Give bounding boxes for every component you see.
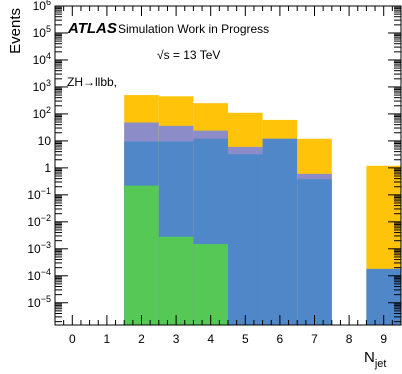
x-tick-label: 6 [277,332,284,346]
x-tick-label: 3 [173,332,180,346]
x-tick-label: 0 [69,332,76,346]
x-axis-title-sub: jet [374,358,387,370]
process-label: ZH→llbb, [67,75,117,89]
y-tick-label-base: 10 [27,242,41,256]
x-tick-label: 4 [207,332,214,346]
y-tick-label-exponent: 3 [46,78,51,88]
y-tick-label: 10−3 [27,240,51,256]
y-tick-label-base: 10 [27,188,41,202]
y-tick-label: 10−4 [27,267,51,283]
bar-green-bin-2 [124,185,159,325]
y-tick-label: 10−1 [27,186,51,202]
histogram-bars [124,95,401,325]
y-tick-label: 106 [33,0,51,13]
x-axis-title-main: N [364,349,375,366]
y-tick-label-exponent: −3 [41,240,51,250]
y-tick-label-exponent: −2 [41,213,51,223]
y-axis-title: Events [7,8,24,54]
atlas-status-label: Simulation Work in Progress [118,22,269,36]
x-axis-ticks: 0 1 2 3 4 5 6 7 8 9 [54,6,402,346]
y-tick-label: 10−2 [27,213,51,229]
y-tick-label: 10 [38,134,52,148]
y-tick-label-exponent: 6 [46,0,51,7]
y-tick-label: 103 [33,78,51,94]
y-tick-label-exponent: 5 [46,24,51,34]
bar-green-bin-3 [158,236,194,325]
x-tick-label: 9 [380,332,387,346]
bar-blue-bin-5 [228,154,263,325]
x-tick-label: 8 [346,332,353,346]
energy-label: √s = 13 TeV [157,48,220,62]
y-tick-label-base: 10 [27,269,41,283]
x-axis-title: Njet [364,349,386,370]
y-tick-label-exponent: 2 [46,105,51,115]
y-tick-label-base: 10 [33,26,47,40]
y-tick-label: 104 [33,51,51,67]
y-tick-label: 105 [33,24,51,40]
y-tick-label-base: 10 [33,107,47,121]
y-tick-label-base: 10 [33,0,47,13]
x-tick-label: 2 [138,332,145,346]
y-tick-label-exponent: −4 [41,267,51,277]
bar-blue-bin-6 [262,138,298,325]
bar-green-bin-4 [193,244,228,325]
x-tick-label: 5 [242,332,249,346]
y-tick-label-exponent: 4 [46,51,51,61]
y-tick-label-exponent: −5 [41,294,51,304]
atlas-label: ATLAS [67,20,117,37]
y-tick-label-base: 10 [27,296,41,310]
y-tick-label-base: 10 [33,53,47,67]
x-tick-label: 7 [311,332,318,346]
y-tick-label: 10−5 [27,294,51,310]
y-tick-label: 1 [44,161,51,175]
x-tick-label: 1 [104,332,111,346]
y-tick-label-base: 10 [33,80,47,94]
y-tick-label-base: 1 [44,161,51,175]
y-tick-label-exponent: −1 [41,186,51,196]
bar-blue-bin-7 [297,179,332,325]
y-tick-label-base: 10 [27,215,41,229]
y-tick-label: 102 [33,105,51,121]
y-tick-label-base: 10 [38,134,52,148]
